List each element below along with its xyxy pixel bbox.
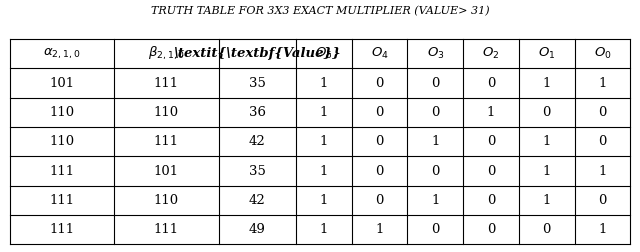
Text: 111: 111 (154, 135, 179, 148)
Text: $\mathit{O}_{4}$: $\mathit{O}_{4}$ (371, 46, 388, 61)
Text: 110: 110 (154, 106, 179, 119)
Text: 0: 0 (487, 77, 495, 89)
Text: 35: 35 (249, 77, 266, 89)
Text: 111: 111 (154, 77, 179, 89)
Text: 0: 0 (376, 106, 384, 119)
Text: 1: 1 (320, 165, 328, 178)
Text: 0: 0 (487, 223, 495, 236)
Text: 35: 35 (249, 165, 266, 178)
Text: 1: 1 (431, 194, 440, 207)
Text: 0: 0 (598, 106, 607, 119)
Text: $\mathit{O}_{3}$: $\mathit{O}_{3}$ (426, 46, 444, 61)
Text: $\mathit{O}_{0}$: $\mathit{O}_{0}$ (594, 46, 611, 61)
Text: 1: 1 (543, 194, 551, 207)
Text: 0: 0 (376, 77, 384, 89)
Text: 110: 110 (49, 106, 74, 119)
Text: 1: 1 (543, 135, 551, 148)
Text: 36: 36 (249, 106, 266, 119)
Text: 1: 1 (598, 223, 607, 236)
Text: 0: 0 (431, 165, 440, 178)
Text: 49: 49 (249, 223, 266, 236)
Text: 0: 0 (598, 135, 607, 148)
Text: TRUTH TABLE FOR 3X3 EXACT MULTIPLIER (VALUE> 31): TRUTH TABLE FOR 3X3 EXACT MULTIPLIER (VA… (150, 6, 490, 17)
Text: 42: 42 (249, 194, 266, 207)
Text: 1: 1 (320, 223, 328, 236)
Text: 0: 0 (431, 106, 440, 119)
Text: \textit{\textbf{Value}}: \textit{\textbf{Value}} (173, 47, 341, 60)
Text: 110: 110 (154, 194, 179, 207)
Text: 1: 1 (598, 77, 607, 89)
Text: 0: 0 (487, 194, 495, 207)
Text: 0: 0 (487, 165, 495, 178)
Text: 1: 1 (543, 165, 551, 178)
Text: 101: 101 (49, 77, 74, 89)
Text: 0: 0 (487, 135, 495, 148)
Text: 1: 1 (320, 106, 328, 119)
Text: 42: 42 (249, 135, 266, 148)
Text: 0: 0 (598, 194, 607, 207)
Text: 111: 111 (49, 165, 74, 178)
Text: 0: 0 (543, 223, 551, 236)
Text: 0: 0 (431, 223, 440, 236)
Text: 111: 111 (49, 194, 74, 207)
Text: 0: 0 (376, 194, 384, 207)
Text: 1: 1 (320, 135, 328, 148)
Text: 0: 0 (376, 165, 384, 178)
Text: $\mathit{\beta}_{2,1,0}$: $\mathit{\beta}_{2,1,0}$ (148, 45, 185, 62)
Text: 1: 1 (487, 106, 495, 119)
Text: 1: 1 (598, 165, 607, 178)
Text: $\mathit{O}_{1}$: $\mathit{O}_{1}$ (538, 46, 556, 61)
Text: 1: 1 (320, 194, 328, 207)
Text: $\mathit{\alpha}_{2,1,0}$: $\mathit{\alpha}_{2,1,0}$ (44, 47, 81, 61)
Text: 1: 1 (320, 77, 328, 89)
Text: 101: 101 (154, 165, 179, 178)
Text: $\mathit{O}_{2}$: $\mathit{O}_{2}$ (483, 46, 500, 61)
Text: 1: 1 (543, 77, 551, 89)
Text: 1: 1 (431, 135, 440, 148)
Text: 0: 0 (431, 77, 440, 89)
Text: 111: 111 (49, 223, 74, 236)
Text: 0: 0 (376, 135, 384, 148)
Text: 111: 111 (154, 223, 179, 236)
Text: 0: 0 (543, 106, 551, 119)
Text: $\mathit{O}_{5}$: $\mathit{O}_{5}$ (315, 46, 333, 61)
Text: 1: 1 (376, 223, 384, 236)
Text: 110: 110 (49, 135, 74, 148)
